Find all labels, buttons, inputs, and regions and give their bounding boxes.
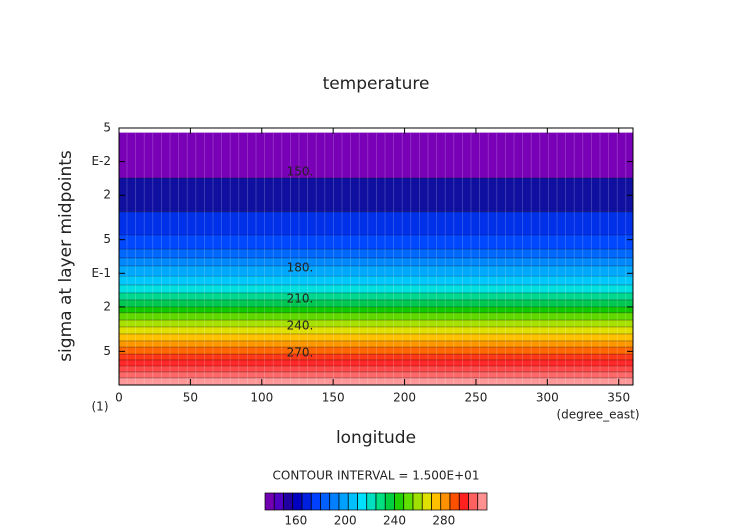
x-tick-label: 50	[183, 391, 198, 405]
y-tick-label: E-2	[91, 154, 111, 168]
x-tick-label: 100	[250, 391, 273, 405]
contour-band	[119, 265, 633, 277]
x-tick-label: 250	[464, 391, 487, 405]
contour-band	[119, 312, 633, 321]
y-unit: (1)	[92, 400, 109, 414]
colorbar-box	[310, 492, 321, 511]
contour-band	[119, 177, 633, 212]
x-tick-label: 0	[115, 391, 123, 405]
colorbar-box	[329, 492, 340, 511]
contour-band	[119, 276, 633, 285]
colorbar-box	[347, 492, 358, 511]
contour-band	[119, 132, 633, 178]
colorbar-box	[468, 492, 479, 511]
contour-band	[119, 299, 633, 307]
contour-band	[119, 377, 633, 385]
contour-band	[119, 257, 633, 266]
contour-band	[119, 320, 633, 327]
colorbar-box	[264, 492, 275, 511]
colorbar-box	[301, 492, 312, 511]
contour-band	[119, 235, 633, 250]
contour-band	[119, 354, 633, 360]
colorbar-box	[273, 492, 284, 511]
contour-band	[119, 366, 633, 372]
colorbar-box	[394, 492, 405, 511]
colorbar-box	[292, 492, 303, 511]
contour-band	[119, 249, 633, 258]
contour-band	[119, 347, 633, 355]
contour-band	[119, 326, 633, 334]
colorbar-label: 160	[284, 514, 307, 528]
y-tick-label: 5	[103, 344, 111, 358]
contour-band	[119, 284, 633, 293]
x-tick-label: 200	[393, 391, 416, 405]
colorbar-box	[412, 492, 423, 511]
y-tick-label: 2	[103, 299, 111, 313]
plot-frame	[118, 127, 634, 386]
colorbar-label: 240	[383, 514, 406, 528]
colorbar-box	[440, 492, 451, 511]
y-axis-label: sigma at layer midpoints	[56, 150, 76, 362]
colorbar-label: 280	[432, 514, 455, 528]
x-tick-label: 150	[322, 391, 345, 405]
contour-band	[119, 306, 633, 313]
contour-label: 180.	[287, 261, 314, 275]
contour-band	[119, 371, 633, 378]
contour-band	[119, 340, 633, 348]
colorbar-box	[403, 492, 414, 511]
colorbar-box	[431, 492, 442, 511]
colorbar-label: 200	[334, 514, 357, 528]
contour-label: 210.	[287, 292, 314, 306]
contour-label: 270.	[287, 346, 314, 360]
contour-interval: CONTOUR INTERVAL = 1.500E+01	[273, 469, 480, 483]
colorbar-box	[375, 492, 386, 511]
colorbar-box	[338, 492, 349, 511]
colorbar-box	[357, 492, 368, 511]
colorbar-box	[320, 492, 331, 511]
contour-band	[119, 359, 633, 367]
colorbar-box	[458, 492, 469, 511]
y-tick-label: E-1	[91, 266, 111, 280]
colorbar-box	[366, 492, 377, 511]
colorbar-box	[449, 492, 460, 511]
chart-title: temperature	[323, 74, 430, 94]
colorbar-box	[283, 492, 294, 511]
colorbar-box	[477, 492, 488, 511]
x-axis-label: longitude	[336, 428, 416, 448]
x-tick-label: 300	[536, 391, 559, 405]
y-tick-label: 5	[103, 232, 111, 246]
contour-band	[119, 211, 633, 236]
contour-band	[119, 333, 633, 341]
contour-label: 240.	[287, 319, 314, 333]
x-tick-label: 350	[607, 391, 630, 405]
contour-band	[119, 292, 633, 300]
y-tick-label: 5	[103, 121, 111, 135]
x-unit: (degree_east)	[556, 408, 639, 422]
colorbar-box	[421, 492, 432, 511]
y-tick-label: 2	[103, 188, 111, 202]
contour-label: 150.	[287, 165, 314, 179]
colorbar-box	[384, 492, 395, 511]
